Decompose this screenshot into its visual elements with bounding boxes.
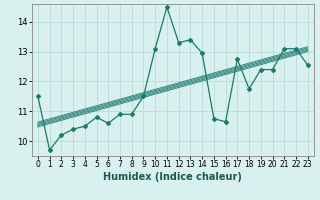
X-axis label: Humidex (Indice chaleur): Humidex (Indice chaleur) (103, 172, 242, 182)
